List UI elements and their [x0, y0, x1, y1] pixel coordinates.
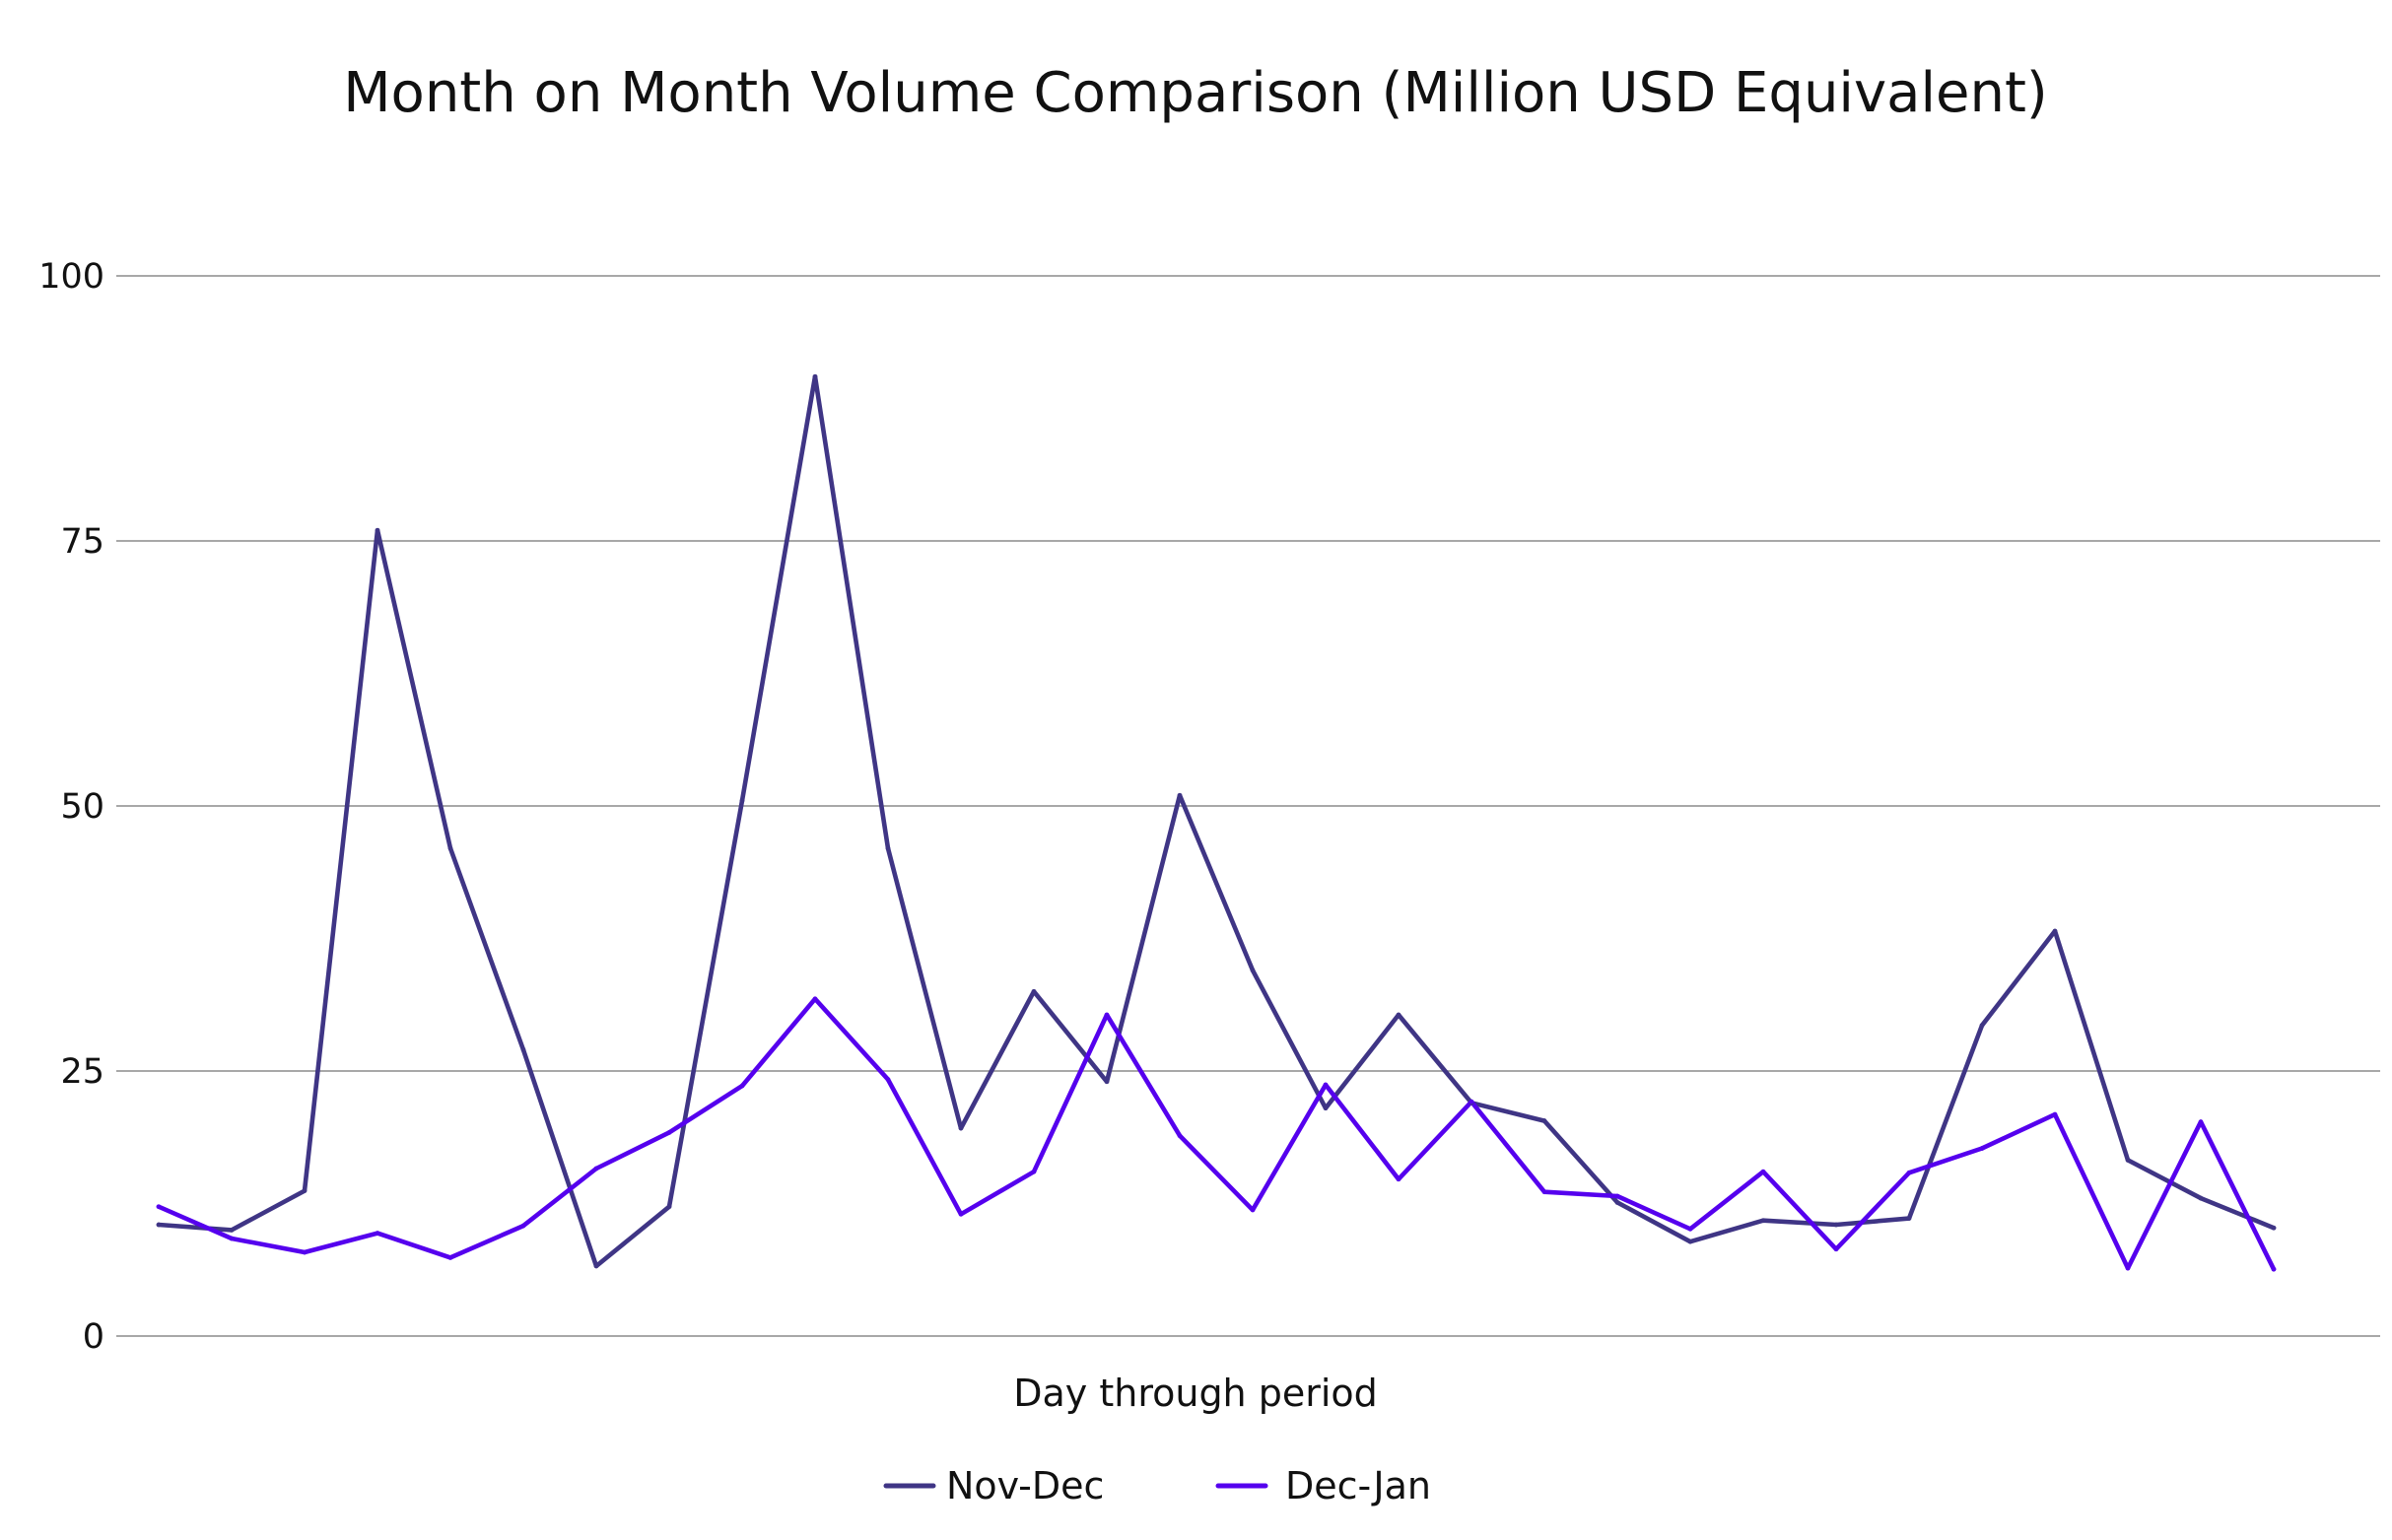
data-point-nov-dec-27	[2052, 928, 2058, 934]
data-point-nov-dec-20	[1541, 1118, 1547, 1123]
data-point-nov-dec-3	[302, 1188, 308, 1193]
data-point-nov-dec-14	[1104, 1079, 1110, 1085]
data-point-dec-jan-28	[2125, 1265, 2131, 1271]
y-tick-label-75: 75	[60, 522, 104, 562]
data-point-nov-dec-7	[593, 1263, 599, 1269]
y-tick-label-50: 50	[60, 787, 104, 827]
data-point-nov-dec-24	[1833, 1222, 1839, 1228]
data-points	[156, 373, 2277, 1272]
legend: Nov-Dec Dec-Jan	[883, 1464, 1431, 1507]
data-point-nov-dec-25	[1906, 1216, 1912, 1221]
data-point-dec-jan-18	[1396, 1176, 1401, 1182]
data-point-dec-jan-27	[2052, 1111, 2058, 1117]
legend-label-nov-dec: Nov-Dec	[946, 1464, 1104, 1507]
data-point-nov-dec-10	[812, 373, 818, 379]
chart-title: Month on Month Volume Comparison (Millio…	[343, 61, 2048, 125]
data-point-nov-dec-2	[229, 1228, 235, 1233]
data-point-nov-dec-13	[1031, 988, 1037, 994]
data-point-dec-jan-26	[1979, 1146, 1985, 1151]
data-point-dec-jan-24	[1833, 1246, 1839, 1252]
data-point-dec-jan-6	[520, 1223, 526, 1229]
data-point-nov-dec-21	[1614, 1200, 1620, 1205]
data-point-dec-jan-30	[2271, 1266, 2277, 1272]
legend-item-dec-jan: Dec-Jan	[1215, 1464, 1431, 1507]
data-point-nov-dec-29	[2198, 1195, 2204, 1201]
data-point-nov-dec-6	[520, 1047, 526, 1052]
data-point-nov-dec-26	[1979, 1023, 1985, 1029]
data-point-nov-dec-5	[447, 845, 453, 851]
gridlines	[116, 275, 2380, 1337]
data-point-dec-jan-21	[1614, 1193, 1620, 1199]
data-point-dec-jan-4	[375, 1231, 380, 1237]
data-point-dec-jan-5	[447, 1254, 453, 1260]
data-point-nov-dec-30	[2271, 1225, 2277, 1231]
data-point-dec-jan-9	[739, 1083, 745, 1089]
y-tick-label-100: 100	[38, 257, 104, 297]
x-axis-title: Day through period	[1013, 1372, 1378, 1415]
data-point-dec-jan-22	[1687, 1226, 1693, 1232]
data-point-nov-dec-4	[375, 527, 380, 533]
data-point-nov-dec-28	[2125, 1157, 2131, 1163]
data-point-dec-jan-2	[229, 1236, 235, 1241]
data-point-dec-jan-3	[302, 1249, 308, 1255]
data-point-dec-jan-10	[812, 996, 818, 1002]
data-point-nov-dec-22	[1687, 1239, 1693, 1244]
data-point-dec-jan-13	[1031, 1169, 1037, 1174]
data-point-nov-dec-8	[666, 1204, 672, 1210]
series-line-nov-dec	[156, 373, 2277, 1269]
data-point-nov-dec-17	[1323, 1105, 1329, 1111]
data-point-dec-jan-29	[2198, 1119, 2204, 1125]
data-point-dec-jan-7	[593, 1166, 599, 1172]
y-axis-tick-labels: 0 25 50 75 100	[38, 257, 104, 1357]
series-line-dec-jan	[156, 996, 2277, 1272]
y-tick-label-0: 0	[83, 1317, 104, 1357]
data-point-dec-jan-23	[1760, 1169, 1766, 1174]
data-point-dec-jan-15	[1177, 1133, 1183, 1139]
data-point-nov-dec-16	[1250, 968, 1256, 973]
data-point-nov-dec-12	[958, 1125, 964, 1131]
data-point-nov-dec-9	[739, 798, 745, 804]
data-point-nov-dec-18	[1396, 1012, 1401, 1018]
series-lines	[156, 373, 2277, 1272]
data-point-dec-jan-19	[1469, 1099, 1474, 1105]
data-point-dec-jan-8	[666, 1130, 672, 1135]
data-point-dec-jan-25	[1906, 1170, 1912, 1175]
y-tick-label-25: 25	[60, 1052, 104, 1092]
data-point-dec-jan-11	[885, 1077, 891, 1083]
data-point-nov-dec-23	[1760, 1218, 1766, 1224]
data-point-nov-dec-15	[1177, 792, 1183, 798]
data-point-dec-jan-1	[156, 1204, 162, 1210]
data-point-nov-dec-11	[885, 845, 891, 851]
data-point-dec-jan-20	[1541, 1189, 1547, 1195]
data-point-dec-jan-16	[1250, 1207, 1256, 1213]
data-point-dec-jan-17	[1323, 1082, 1329, 1088]
data-point-dec-jan-12	[958, 1211, 964, 1217]
legend-label-dec-jan: Dec-Jan	[1285, 1464, 1431, 1507]
data-point-nov-dec-1	[156, 1222, 162, 1228]
data-point-dec-jan-14	[1104, 1012, 1110, 1018]
legend-item-nov-dec: Nov-Dec	[883, 1464, 1104, 1507]
